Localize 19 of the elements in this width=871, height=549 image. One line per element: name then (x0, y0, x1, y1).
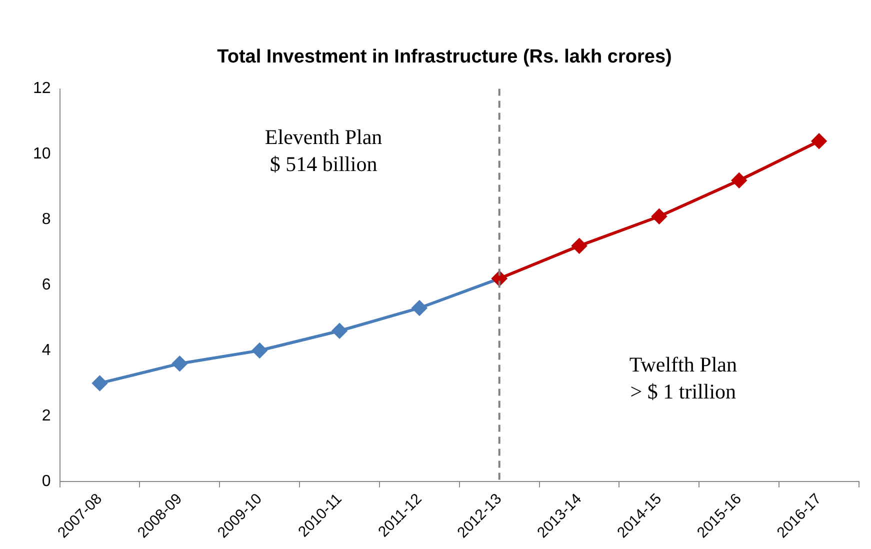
y-tick-label: 8 (42, 211, 51, 228)
y-tick-label: 2 (42, 407, 51, 424)
point (412, 300, 427, 316)
y-tick-label: 10 (33, 146, 51, 163)
y-tick-label: 4 (42, 342, 51, 359)
y-tick-label: 12 (33, 80, 51, 98)
point (652, 208, 667, 224)
annotation: Twelfth Plan > $ 1 trillion (629, 352, 738, 404)
chart-title: Total Investment in Infrastructure (Rs. lakh crores) (217, 46, 672, 68)
point (812, 134, 827, 149)
point (732, 172, 747, 188)
point (332, 323, 348, 338)
point (172, 356, 188, 372)
y-tick-label: 6 (42, 276, 51, 294)
point (92, 376, 108, 391)
point (252, 343, 268, 358)
y-tick-label: 0 (42, 472, 51, 490)
annotation: Eleventh Plan $ 514 billion (264, 125, 383, 176)
point (572, 238, 587, 254)
